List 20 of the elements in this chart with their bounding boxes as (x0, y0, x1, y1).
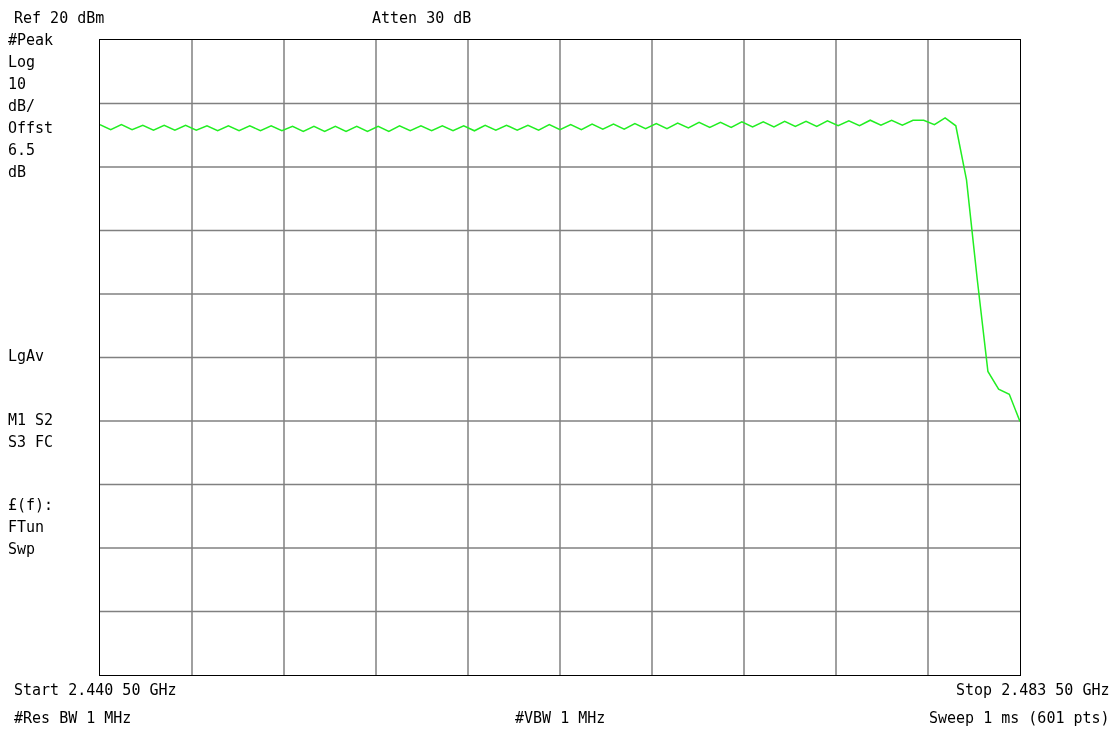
text: FTun (8, 518, 45, 536)
text: 10 (8, 75, 27, 93)
text: £(f): (8, 496, 54, 514)
text: S3 FC (8, 433, 54, 451)
text: M1 S2 (8, 411, 54, 429)
text: Ref 20 dBm (14, 9, 105, 27)
text: Sweep 1 ms (601 pts) (929, 709, 1110, 727)
text: Swp (8, 540, 36, 558)
text: dB (8, 163, 27, 181)
text: Stop 2.483 50 GHz (956, 681, 1110, 699)
text: 6.5 (8, 141, 36, 159)
text: #VBW 1 MHz (515, 709, 606, 727)
text: #Peak (8, 31, 54, 49)
text: Offst (8, 119, 54, 137)
text: LgAv (8, 347, 45, 365)
text: Atten 30 dB (372, 9, 472, 27)
text: Start 2.440 50 GHz (14, 681, 177, 699)
text: #Res BW 1 MHz (14, 709, 132, 727)
text: dB/ (8, 97, 36, 115)
text: Log (8, 53, 36, 71)
